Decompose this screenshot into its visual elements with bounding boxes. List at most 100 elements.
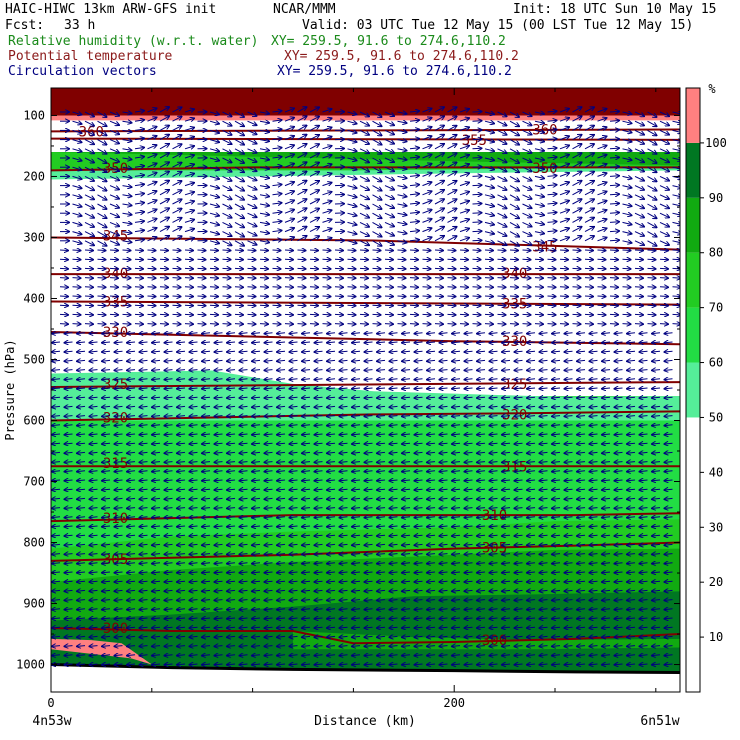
wind-vector [122,287,131,288]
wind-vector [459,219,469,222]
wind-vector [284,173,294,177]
wind-vector [184,146,194,149]
wind-vector [159,116,169,122]
wind-vector [384,314,393,315]
wind-vector [172,107,182,113]
wind-vector [665,360,673,361]
wind-vector [384,185,394,190]
wind-vector [147,305,156,306]
wind-vector [547,148,557,149]
wind-vector [84,221,94,227]
wind-vector [297,305,306,306]
wind-vector [222,157,232,162]
wind-vector [234,287,243,288]
wind-vector [422,228,432,233]
wind-vector [572,296,581,297]
wind-vector [97,203,107,209]
wind-vector [384,212,394,217]
wind-vector [622,195,632,197]
wind-vector [109,278,118,279]
wind-vector [84,212,94,218]
wind-vector [359,175,369,180]
wind-vector [522,111,532,116]
wind-vector [427,379,436,380]
wind-vector [634,185,644,190]
wind-vector [97,278,106,279]
wind-vector [372,203,382,209]
wind-vector [572,208,582,214]
wind-vector [147,237,157,242]
wind-vector [284,136,294,141]
wind-vector [359,185,369,190]
wind-vector [359,314,368,315]
wind-vector [397,278,406,279]
wind-vector [315,333,323,334]
wind-vector [347,278,356,279]
wind-vector [384,194,394,199]
wind-vector [247,314,256,315]
wind-vector [84,166,94,172]
wind-vector [584,144,594,150]
wind-vector [202,388,211,389]
wind-vector [184,174,194,177]
wind-vector [409,268,418,269]
wind-vector [584,208,594,214]
wind-vector [422,324,431,325]
wind-vector [522,203,532,208]
wind-vector [190,379,198,380]
wind-vector [447,250,456,251]
wind-vector [102,333,111,334]
wind-vector [665,379,673,380]
wind-vector [634,259,643,260]
wind-vector [622,130,632,132]
wind-vector [122,296,131,297]
wind-vector [209,121,219,124]
wind-vector [384,278,393,279]
wind-vector [359,194,369,199]
wind-vector [109,111,119,116]
wind-vector [97,139,107,145]
wind-vector [234,296,243,297]
wind-vector [97,240,107,246]
wind-vector [422,219,432,223]
wind-vector [259,232,269,234]
wind-vector [509,203,519,209]
wind-vector [209,296,218,297]
wind-vector [440,351,448,352]
wind-vector [65,370,73,371]
colorbar-swatch [686,582,700,638]
wind-vector [409,148,419,149]
wind-vector [640,379,648,380]
wind-vector [634,194,644,199]
wind-vector [234,129,244,135]
wind-vector [447,144,457,150]
wind-vector [634,166,644,171]
wind-vector [327,342,336,343]
wind-vector [122,130,132,131]
wind-vector [509,287,518,288]
wind-vector [484,287,493,288]
wind-vector [597,182,607,185]
wind-vector [652,333,661,334]
wind-vector [622,250,631,251]
wind-vector [472,268,481,269]
wind-vector [272,240,282,241]
wind-vector [572,162,582,168]
wind-vector [159,107,169,113]
wind-vector [272,278,281,279]
wind-vector [559,268,568,269]
wind-vector [547,194,557,195]
wind-vector [72,222,82,225]
wind-vector [397,314,406,315]
wind-vector [134,120,144,121]
wind-vector [434,153,444,159]
wind-vector [559,314,568,315]
wind-vector [584,153,594,159]
wind-vector [297,324,306,325]
wind-vector [134,268,143,269]
wind-vector [434,144,444,150]
theta-contour-label: 345 [103,229,128,245]
wind-vector [559,173,569,177]
wind-vector [277,370,286,371]
wind-vector [259,324,268,325]
